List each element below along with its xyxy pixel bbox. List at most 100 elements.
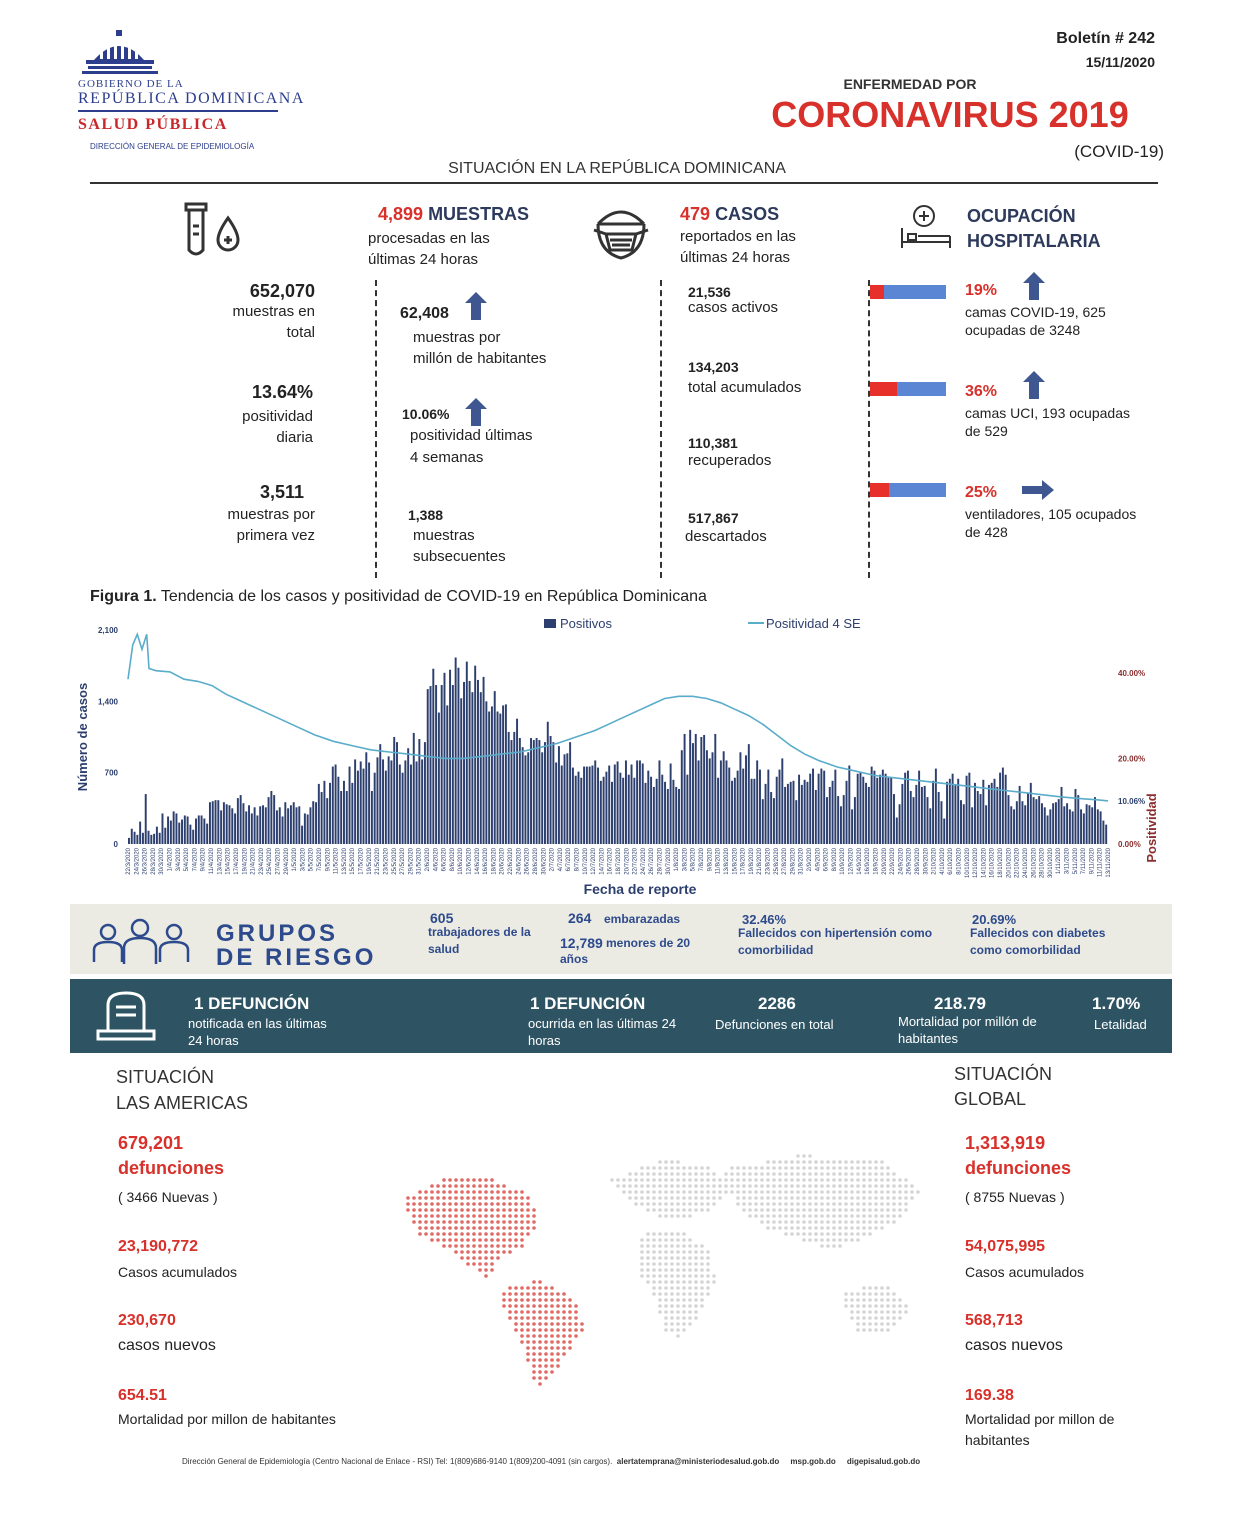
map-dot (784, 1208, 788, 1212)
map-dot (856, 1166, 860, 1170)
map-dot (892, 1202, 896, 1206)
map-dot (868, 1184, 872, 1188)
bar (502, 705, 505, 844)
bar (468, 680, 471, 844)
map-dot (484, 1178, 488, 1182)
global-mort-num: 169.38 (965, 1387, 1014, 1404)
bar (477, 679, 479, 844)
bar (644, 782, 647, 844)
x-tick-label: 31/8/2020 (799, 847, 805, 874)
map-dot (664, 1178, 668, 1182)
x-tick-label: 20/9/2020 (882, 847, 888, 874)
riesgo-title2: DE RIESGO (216, 944, 377, 971)
map-dot (688, 1196, 692, 1200)
map-dot (670, 1214, 674, 1218)
map-dot (832, 1244, 836, 1248)
y-tick-label: 2,100 (98, 626, 119, 635)
map-dot (490, 1256, 494, 1260)
map-dot (580, 1322, 584, 1326)
bar (714, 733, 717, 844)
footer-site2[interactable]: digepisalud.gob.do (846, 1457, 921, 1466)
map-dot (436, 1232, 440, 1236)
x-tick-label: 30/3/2020 (159, 847, 165, 874)
map-dot (562, 1292, 566, 1296)
bar (161, 813, 164, 844)
map-dot (478, 1190, 482, 1194)
bar (242, 803, 245, 844)
map-dot (646, 1166, 650, 1170)
x-tick-label: 10/10/2020 (965, 847, 971, 878)
map-dot (628, 1190, 632, 1194)
casos-header-sub1: reportados en las (680, 228, 796, 245)
bar (183, 815, 186, 844)
map-dot (514, 1238, 518, 1242)
map-dot (784, 1178, 788, 1182)
x-tick-label: 17/5/2020 (359, 847, 365, 874)
map-dot (874, 1286, 878, 1290)
bar (580, 777, 583, 844)
footer-site1[interactable]: msp.gob.do (790, 1457, 836, 1466)
map-dot (568, 1340, 572, 1344)
map-dot (514, 1214, 518, 1218)
x-tick-label: 25/5/2020 (392, 847, 398, 874)
map-dot (496, 1238, 500, 1242)
map-dot (418, 1232, 422, 1236)
map-dot (514, 1232, 518, 1236)
bar (362, 768, 365, 844)
map-dot (682, 1292, 686, 1296)
bar (292, 802, 295, 844)
map-dot (562, 1352, 566, 1356)
map-dot (436, 1238, 440, 1242)
map-dot (760, 1214, 764, 1218)
map-dot (466, 1184, 470, 1188)
map-dot (844, 1190, 848, 1194)
map-dot (904, 1178, 908, 1182)
map-dot (874, 1328, 878, 1332)
bar (429, 686, 432, 844)
x-tick-label: 5/5/2020 (309, 847, 315, 871)
map-dot (676, 1268, 680, 1272)
map-dot (886, 1220, 890, 1224)
global-casos-label: Casos acumulados (965, 1264, 1085, 1280)
x-tick-label: 20/10/2020 (1006, 847, 1012, 878)
map-dot (682, 1262, 686, 1266)
map-dot (766, 1196, 770, 1200)
map-dot (694, 1250, 698, 1254)
footer-email[interactable]: alertatemprana@ministeriodesalud.gob.do (616, 1457, 780, 1466)
map-dot (802, 1172, 806, 1176)
occ-camas-l2: ocupadas de 3248 (965, 322, 1081, 338)
map-dot (538, 1292, 542, 1296)
bar (144, 794, 147, 844)
x-tick-label: 4/6/2020 (433, 847, 439, 871)
muestras-header-sub2: últimas 24 horas (368, 251, 479, 268)
map-dot (688, 1280, 692, 1284)
bar (585, 766, 588, 844)
bar (128, 837, 130, 844)
map-dot (820, 1184, 824, 1188)
bar (340, 791, 343, 844)
bar (753, 778, 756, 844)
map-dot (700, 1286, 704, 1290)
map-dot (706, 1262, 710, 1266)
map-dot (532, 1220, 536, 1224)
map-dot (862, 1208, 866, 1212)
bar (312, 801, 315, 844)
map-dot (502, 1190, 506, 1194)
map-dot (748, 1196, 752, 1200)
map-dot (496, 1256, 500, 1260)
map-dot (610, 1178, 614, 1182)
map-dot (574, 1328, 578, 1332)
map-dot (790, 1172, 794, 1176)
map-dot (460, 1238, 464, 1242)
map-dot (676, 1190, 680, 1194)
bar (167, 816, 170, 844)
bar (387, 756, 390, 844)
bar (398, 764, 401, 844)
bar (999, 772, 1002, 844)
x-tick-label: 5/8/2020 (691, 847, 697, 871)
map-dot (850, 1184, 854, 1188)
map-dot (490, 1190, 494, 1194)
map-dot (856, 1226, 860, 1230)
title-prefix: ENFERMEDAD POR (843, 76, 977, 92)
map-dot (532, 1292, 536, 1296)
